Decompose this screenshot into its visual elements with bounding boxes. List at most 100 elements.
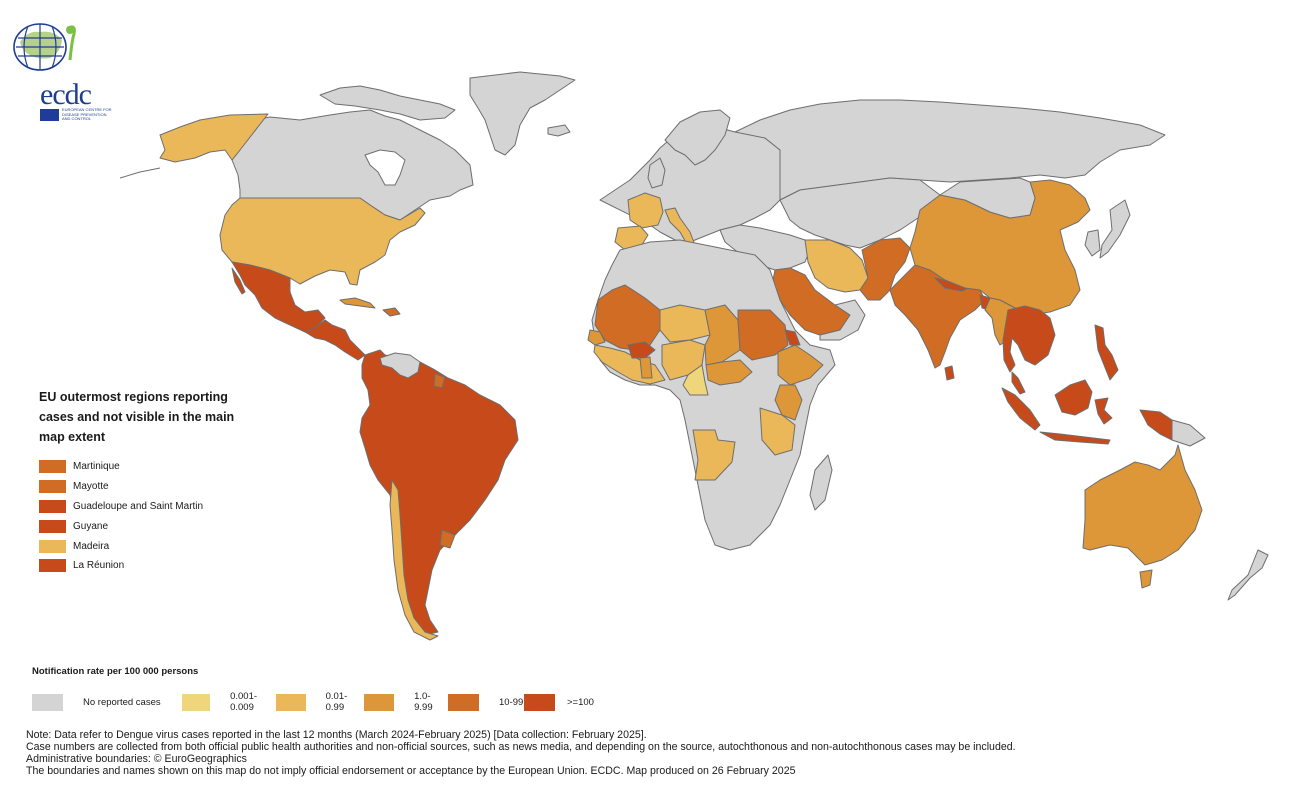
papua-new-guinea (1171, 419, 1206, 447)
note-sources: Case numbers are collected from both off… (26, 741, 1016, 753)
legend-swatch (182, 693, 211, 711)
hudson-bay (364, 149, 406, 186)
legend-label: Guyane (73, 520, 109, 532)
ecdc-logo: ecdc EUROPEAN CENTRE FOR DISEASE PREVENT… (10, 20, 112, 121)
sulawesi (1094, 397, 1113, 425)
legend-swatch (276, 693, 306, 711)
yemen-oman (819, 299, 866, 341)
france (627, 192, 664, 229)
russia (734, 99, 1166, 201)
cameroon (682, 364, 709, 396)
legend-label: 0.01-0.99 (325, 691, 348, 713)
kenya (774, 384, 803, 421)
note-data-period: Note: Data refer to Dengue virus cases r… (26, 729, 647, 741)
legend-label: Mayotte (73, 481, 109, 493)
legend-swatch (448, 693, 479, 711)
note-boundaries: Administrative boundaries: © EuroGeograp… (26, 753, 247, 765)
legend-item-mayotte: Mayotte (39, 477, 259, 497)
central-america (304, 319, 366, 361)
rate-item-4: 10-99 (448, 693, 524, 711)
central-african-republic (705, 359, 753, 386)
alaska (159, 113, 269, 163)
uruguay (439, 529, 456, 549)
java (1039, 431, 1111, 445)
legend-label: 1.0-9.99 (414, 691, 433, 713)
legend-swatch (39, 499, 66, 513)
south-america (359, 349, 519, 636)
rate-item-3: 1.0-9.99 (364, 691, 448, 713)
legend-label: 10-99 (499, 696, 524, 708)
legend-label: >=100 (567, 696, 594, 708)
madagascar (809, 454, 833, 511)
legend-item-guadeloupe: Guadeloupe and Saint Martin (39, 497, 259, 517)
burkina-faso (627, 341, 656, 359)
senegal (587, 329, 606, 346)
legend-swatch (39, 559, 66, 573)
legend-label: La Réunion (73, 560, 125, 572)
angola (692, 429, 736, 481)
note-disclaimer: The boundaries and names shown on this m… (26, 765, 796, 777)
malaysia-peninsula (1011, 371, 1026, 395)
legend-item-martinique: Martinique (39, 457, 259, 477)
new-zealand (1227, 549, 1269, 601)
map-notes: Note: Data refer to Dengue virus cases r… (26, 729, 1016, 777)
philippines (1094, 324, 1119, 381)
legend-swatch (364, 693, 395, 711)
rate-item-5: >=100 (524, 693, 594, 711)
outermost-regions-legend: EU outermost regions reporting cases and… (39, 387, 259, 576)
legend-label: Martinique (73, 461, 120, 473)
mexico (231, 261, 326, 333)
mongolia (939, 177, 1036, 219)
ethiopia (777, 344, 824, 386)
legend-swatch (32, 693, 63, 711)
baja-california (231, 267, 246, 295)
legend-item-la-reunion: La Réunion (39, 556, 259, 576)
legend-item-guyane: Guyane (39, 516, 259, 536)
globe-icon (13, 23, 76, 71)
tasmania (1139, 569, 1153, 589)
cuba (339, 297, 376, 309)
aleutians (119, 167, 161, 179)
legend-swatch (39, 519, 66, 533)
eritrea (784, 329, 801, 346)
southeast-asia-mainland (1002, 305, 1056, 373)
legend-swatch (39, 460, 66, 474)
australia (1082, 444, 1203, 566)
sumatra (1001, 387, 1041, 431)
legend-swatch (524, 693, 555, 711)
sudan (737, 309, 789, 361)
eu-flag-icon (40, 109, 59, 121)
ghana (639, 356, 653, 379)
sri-lanka (944, 365, 955, 381)
legend-label: 0.001-0.009 (230, 691, 258, 713)
chile (389, 479, 439, 641)
rate-item-1: 0.001-0.009 (182, 691, 276, 713)
notification-rate-legend: Notification rate per 100 000 persons No… (32, 666, 594, 713)
legend-swatch (39, 480, 66, 494)
legend-label: No reported cases (83, 696, 161, 708)
niger (659, 304, 711, 343)
united-states (219, 197, 426, 286)
canada (229, 109, 474, 221)
greenland (469, 71, 576, 156)
rate-item-no-cases: No reported cases (32, 693, 182, 711)
logo-subtitle: EUROPEAN CENTRE FOR DISEASE PREVENTION A… (62, 107, 112, 121)
canada-arctic-islands (319, 85, 456, 121)
new-guinea-west (1139, 409, 1173, 441)
central-asia (779, 177, 941, 249)
suriname (433, 373, 446, 389)
legend-label: Guadeloupe and Saint Martin (73, 500, 204, 512)
outermost-regions-title: EU outermost regions reporting cases and… (39, 390, 235, 444)
rate-legend-title: Notification rate per 100 000 persons (32, 666, 199, 677)
legend-swatch (39, 539, 66, 553)
mauritania-mali (594, 284, 661, 351)
uk (647, 157, 666, 189)
iceland (547, 124, 571, 137)
korea-japan (1084, 199, 1131, 259)
tanzania (759, 407, 796, 456)
logo-wordmark: ecdc (40, 78, 92, 111)
hispaniola (382, 307, 401, 317)
scandinavia (664, 109, 731, 166)
afghanistan-pakistan (859, 237, 911, 301)
